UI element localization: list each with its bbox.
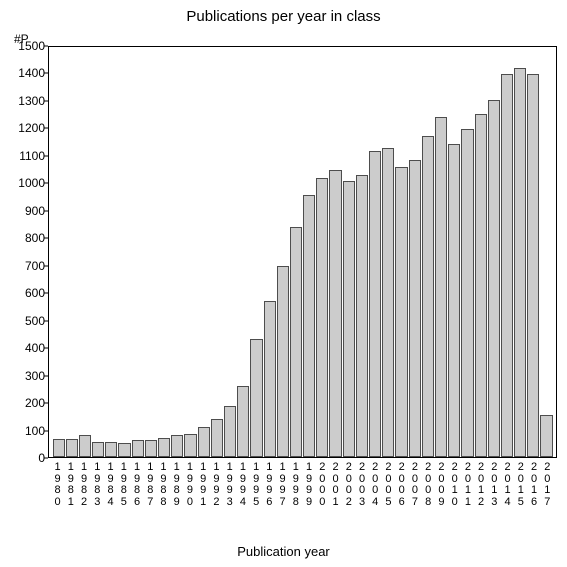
x-tick-label: 1 9 9 2 xyxy=(210,460,223,508)
x-tick-label: 1 9 9 6 xyxy=(263,460,276,508)
x-tick-label: 2 0 1 0 xyxy=(448,460,461,508)
x-tick-label: 1 9 8 2 xyxy=(77,460,90,508)
x-axis-title: Publication year xyxy=(0,544,567,559)
bar xyxy=(53,439,65,457)
y-tick-label: 800 xyxy=(25,231,45,245)
x-tick-label: 1 9 8 3 xyxy=(91,460,104,508)
bar xyxy=(303,195,315,457)
bar xyxy=(343,181,355,457)
x-tick-label: 1 9 9 3 xyxy=(223,460,236,508)
x-tick-label: 2 0 1 2 xyxy=(475,460,488,508)
x-tick-label: 2 0 1 3 xyxy=(488,460,501,508)
bar xyxy=(501,74,513,457)
x-tick-label: 1 9 9 7 xyxy=(276,460,289,508)
bar xyxy=(448,144,460,457)
x-tick-label: 2 0 1 7 xyxy=(541,460,554,508)
bar xyxy=(132,440,144,457)
bar xyxy=(422,136,434,457)
bar xyxy=(237,386,249,457)
bar xyxy=(290,227,302,457)
x-tick-label: 1 9 8 6 xyxy=(130,460,143,508)
bar xyxy=(158,438,170,457)
plot-area xyxy=(48,46,557,458)
bar xyxy=(224,406,236,457)
bar xyxy=(145,440,157,457)
x-tick-label: 1 9 8 4 xyxy=(104,460,117,508)
bar xyxy=(211,419,223,457)
bar xyxy=(264,301,276,457)
bar xyxy=(514,68,526,458)
bar xyxy=(316,178,328,457)
bar xyxy=(118,443,130,457)
bar xyxy=(329,170,341,457)
bar xyxy=(540,415,552,457)
bar xyxy=(79,435,91,457)
x-tick-label: 2 0 0 9 xyxy=(435,460,448,508)
x-tick-label: 2 0 0 0 xyxy=(316,460,329,508)
bar xyxy=(409,160,421,457)
y-tick-label: 300 xyxy=(25,369,45,383)
x-tick-label: 2 0 0 5 xyxy=(382,460,395,508)
y-tick-label: 1100 xyxy=(19,149,45,163)
x-tick-label: 2 0 0 2 xyxy=(342,460,355,508)
x-tick-label: 2 0 0 4 xyxy=(369,460,382,508)
bar xyxy=(184,434,196,457)
y-tick-label: 400 xyxy=(25,341,45,355)
y-tick-label: 900 xyxy=(25,204,45,218)
x-tick-label: 1 9 9 9 xyxy=(302,460,315,508)
bar xyxy=(435,117,447,457)
bar xyxy=(369,151,381,457)
x-tick-label: 1 9 8 1 xyxy=(64,460,77,508)
bar xyxy=(527,74,539,457)
bar xyxy=(395,167,407,457)
bar xyxy=(92,442,104,457)
x-tick-label: 2 0 1 1 xyxy=(461,460,474,508)
bars-group xyxy=(49,47,556,457)
bar xyxy=(105,442,117,457)
bar xyxy=(356,175,368,457)
x-tick-label: 1 9 8 5 xyxy=(117,460,130,508)
bar xyxy=(66,439,78,457)
x-tick-label: 1 9 9 5 xyxy=(250,460,263,508)
y-tick-label: 1300 xyxy=(18,94,45,108)
bar xyxy=(277,266,289,457)
y-tick-label: 200 xyxy=(25,396,45,410)
x-tick-label: 2 0 0 1 xyxy=(329,460,342,508)
x-tick-label: 2 0 0 6 xyxy=(395,460,408,508)
chart-title: Publications per year in class xyxy=(0,8,567,25)
y-tick-label: 1000 xyxy=(18,176,45,190)
y-tick-label: 100 xyxy=(25,424,45,438)
y-tick-label: 1200 xyxy=(18,121,45,135)
y-tick-label: 700 xyxy=(25,259,45,273)
bar xyxy=(488,100,500,457)
x-tick-label: 2 0 0 7 xyxy=(408,460,421,508)
y-tick-label: 1400 xyxy=(18,66,45,80)
y-tick-label: 500 xyxy=(25,314,45,328)
bar xyxy=(382,148,394,457)
bar xyxy=(198,427,210,457)
bar xyxy=(461,129,473,457)
x-tick-label: 2 0 1 4 xyxy=(501,460,514,508)
y-tick-label: 600 xyxy=(25,286,45,300)
x-tick-label: 1 9 8 7 xyxy=(144,460,157,508)
x-tick-label: 2 0 0 8 xyxy=(422,460,435,508)
x-tick-label: 1 9 9 0 xyxy=(183,460,196,508)
x-tick-label: 1 9 8 9 xyxy=(170,460,183,508)
bar xyxy=(171,435,183,457)
x-tick-label: 2 0 1 5 xyxy=(514,460,527,508)
bar xyxy=(475,114,487,457)
chart-container: Publications per year in class #P 010020… xyxy=(0,0,567,567)
x-tick-label: 1 9 9 8 xyxy=(289,460,302,508)
x-tick-label: 1 9 9 4 xyxy=(236,460,249,508)
x-tick-label: 1 9 8 0 xyxy=(51,460,64,508)
x-tick-label: 2 0 1 6 xyxy=(527,460,540,508)
bar xyxy=(250,339,262,457)
x-tick-label: 2 0 0 3 xyxy=(355,460,368,508)
y-tick-label: 1500 xyxy=(18,39,45,53)
x-axis-labels: 1 9 8 01 9 8 11 9 8 21 9 8 31 9 8 41 9 8… xyxy=(48,460,557,508)
x-tick-label: 1 9 8 8 xyxy=(157,460,170,508)
x-tick-label: 1 9 9 1 xyxy=(197,460,210,508)
